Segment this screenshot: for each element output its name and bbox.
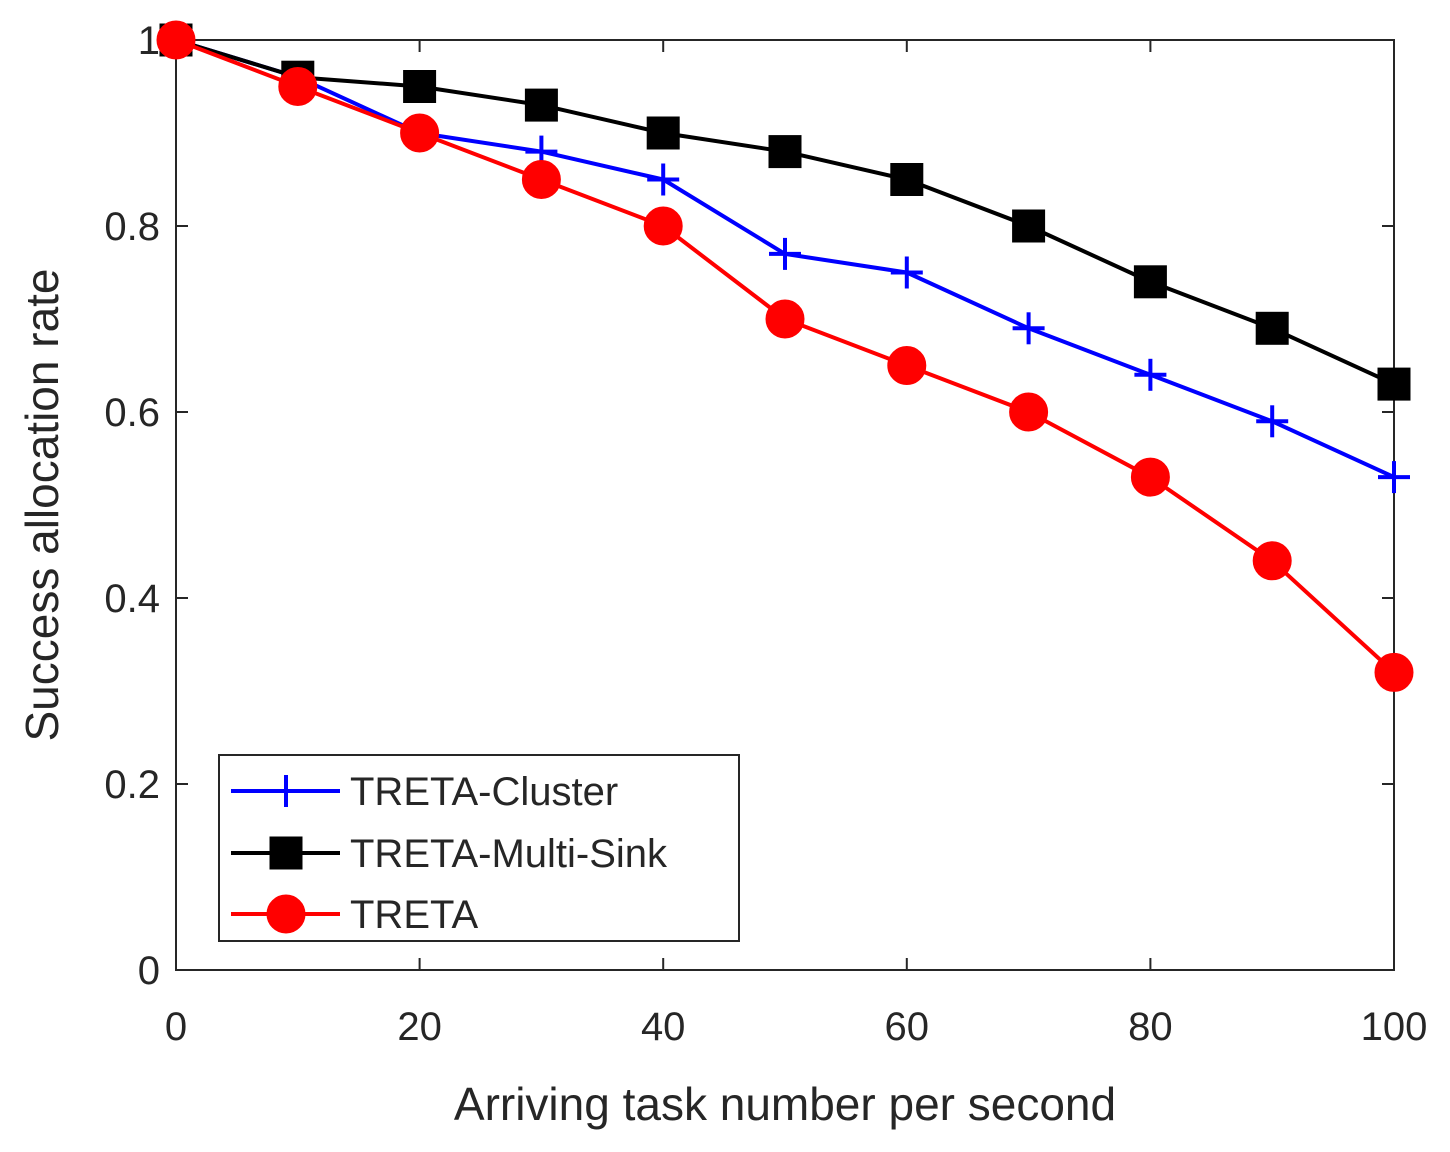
data-point-treta-multi-sink: [646, 116, 680, 150]
y-tick-label: 1: [138, 19, 160, 63]
legend-label: TRETA: [350, 893, 478, 937]
data-point-treta-multi-sink: [1255, 311, 1289, 345]
data-point-treta: [1130, 457, 1170, 497]
data-point-treta: [400, 113, 440, 153]
legend-item-treta-multi-sink: TRETA-Multi-Sink: [231, 832, 668, 876]
tick-labels: 0 20 40 60 80 100 0 0.2 0.4 0.6 0.8 1: [104, 19, 1427, 1049]
data-point-treta-multi-sink: [768, 135, 802, 169]
data-point-treta: [765, 299, 805, 339]
data-point-treta: [1009, 392, 1049, 432]
y-tick-label: 0.6: [104, 391, 160, 435]
x-tick-label: 80: [1128, 1005, 1173, 1049]
data-point-treta-multi-sink: [1377, 367, 1411, 401]
legend-item-treta-cluster: TRETA-Cluster: [231, 770, 618, 814]
data-point-treta-cluster: [1012, 312, 1045, 345]
legend-marker: [270, 775, 302, 807]
legend-label: TRETA-Cluster: [350, 770, 618, 814]
data-point-treta-multi-sink: [524, 88, 558, 122]
data-point-treta-multi-sink: [1133, 265, 1167, 299]
data-point-treta: [521, 160, 561, 199]
series-treta-multi-sink: [159, 23, 1411, 401]
data-point-treta-multi-sink: [890, 163, 924, 196]
data-point-treta-cluster: [890, 256, 923, 289]
series-layer: [156, 20, 1414, 692]
x-tick-label: 100: [1361, 1005, 1428, 1049]
data-point-treta-cluster: [1256, 405, 1289, 438]
legend-entries: TRETA-Cluster TRETA-Multi-Sink TRETA: [231, 770, 668, 937]
data-point-treta-cluster: [647, 163, 680, 196]
legend-marker: [269, 836, 303, 870]
series-treta: [156, 20, 1414, 692]
legend-label: TRETA-Multi-Sink: [350, 832, 668, 876]
legend-box: [218, 754, 740, 942]
y-tick-label: 0.8: [104, 205, 160, 249]
legend: TRETA-Cluster TRETA-Multi-Sink TRETA: [218, 754, 740, 942]
y-tick-label: 0.4: [104, 577, 160, 621]
legend-marker: [266, 894, 306, 934]
x-tick-label: 40: [641, 1005, 686, 1049]
data-point-treta: [278, 67, 318, 106]
x-tick-label: 60: [885, 1005, 930, 1049]
data-point-treta-cluster: [1134, 358, 1167, 391]
y-tick-label: 0.2: [104, 763, 160, 807]
data-point-treta: [156, 20, 196, 60]
x-tick-label: 20: [397, 1005, 442, 1049]
x-tick-label: 0: [165, 1005, 187, 1049]
data-point-treta-cluster: [1378, 461, 1410, 494]
y-axis-title: Success allocation rate: [16, 268, 68, 741]
data-point-treta-multi-sink: [403, 70, 437, 103]
x-axis-title: Arriving task number per second: [454, 1078, 1116, 1130]
data-point-treta: [1252, 541, 1292, 581]
data-point-treta-multi-sink: [1012, 209, 1046, 243]
axis-ticks: [175, 39, 1395, 971]
data-point-treta-cluster: [769, 237, 801, 270]
data-point-treta: [1374, 652, 1414, 692]
data-point-treta: [643, 206, 683, 246]
legend-item-treta: TRETA: [231, 893, 478, 937]
y-tick-label: 0: [138, 949, 160, 993]
data-point-treta: [887, 346, 927, 385]
